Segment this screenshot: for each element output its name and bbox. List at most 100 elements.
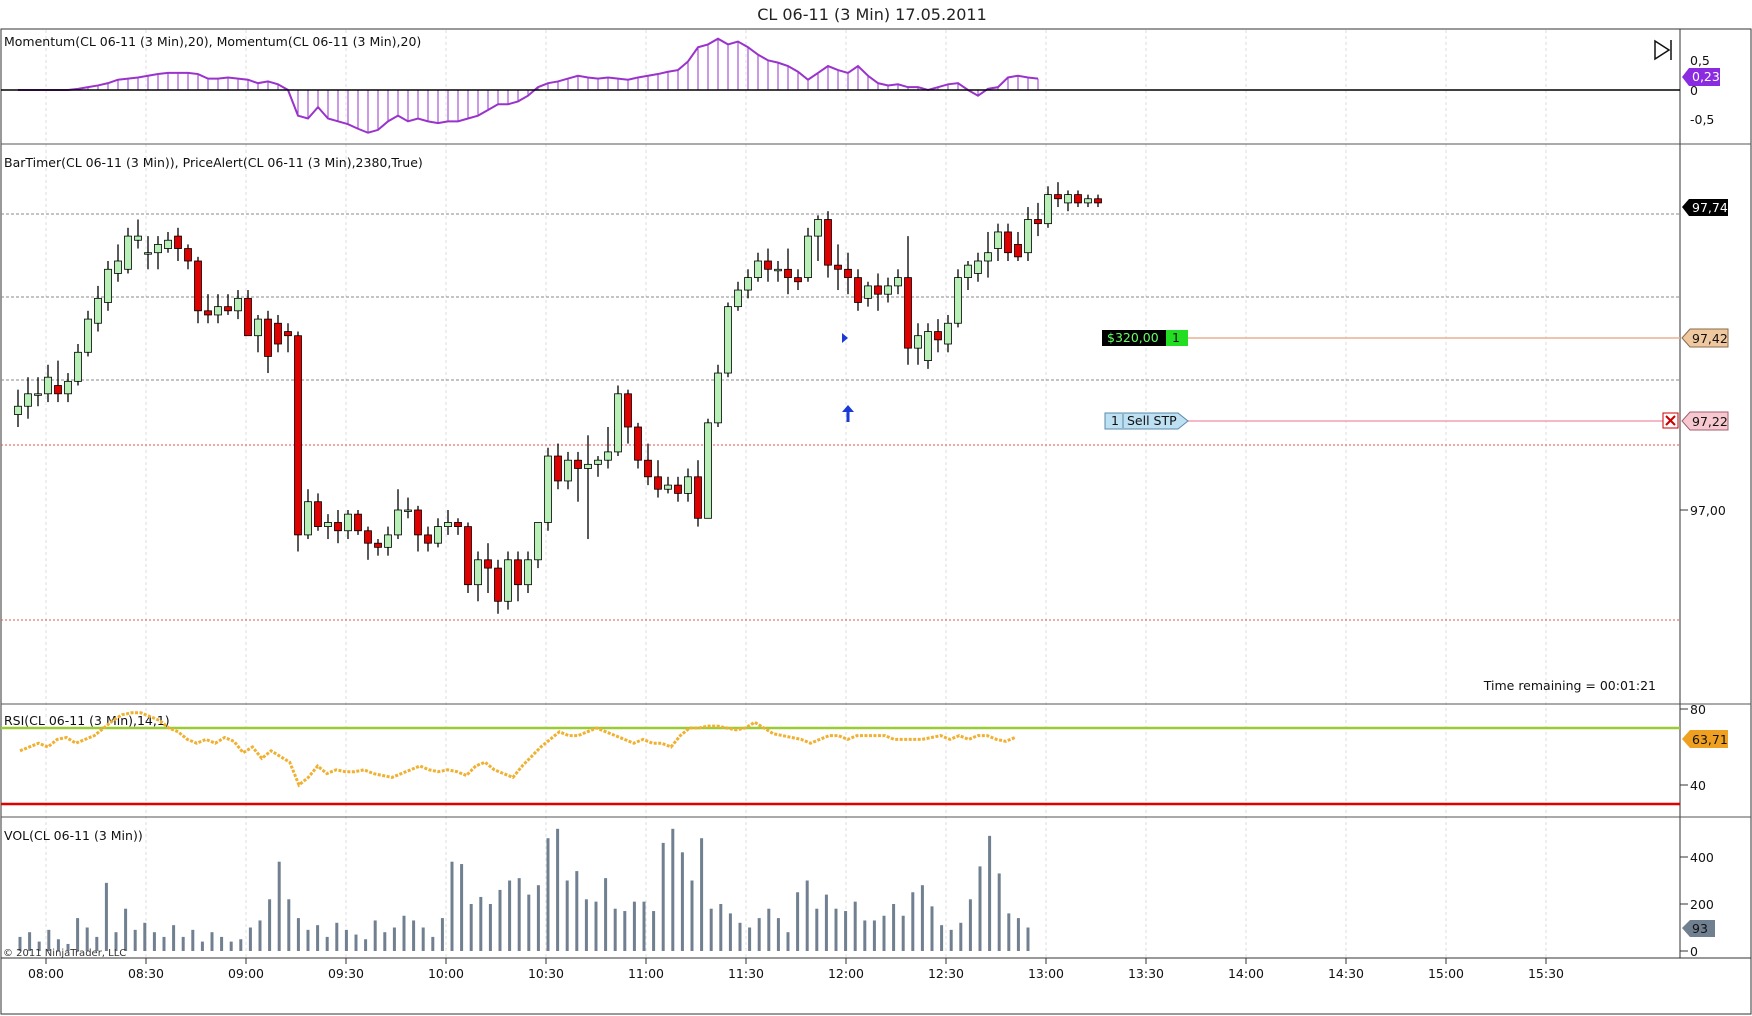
scroll-to-end-button[interactable] <box>1650 38 1676 62</box>
x-tick-label: 11:30 <box>728 966 764 981</box>
target-order-label[interactable]: $320,00 1 <box>1102 330 1188 346</box>
volume-bar <box>700 838 704 951</box>
candle <box>324 514 332 540</box>
volume-bar <box>152 932 156 951</box>
candle <box>14 389 22 427</box>
candle <box>954 269 962 328</box>
candle <box>434 518 442 548</box>
x-tick-label: 09:00 <box>228 966 264 981</box>
chart-title: CL 06-11 (3 Min) 17.05.2011 <box>757 5 987 24</box>
candle <box>174 227 182 261</box>
cancel-order-icon[interactable] <box>1662 412 1679 429</box>
candle <box>1024 207 1032 261</box>
x-tick-label: 15:30 <box>1528 966 1564 981</box>
volume-bar <box>229 941 233 951</box>
volume-bar <box>920 885 924 951</box>
svg-text:97,22: 97,22 <box>1692 414 1728 429</box>
candle <box>934 319 942 353</box>
candle <box>74 344 82 386</box>
volume-bar <box>671 828 675 951</box>
entry-marker-icon <box>842 333 848 343</box>
x-tick-label: 08:30 <box>128 966 164 981</box>
volume-bar <box>354 934 358 951</box>
candle <box>344 510 352 540</box>
candle <box>664 476 672 494</box>
rsi-tick-40: 40 <box>1690 778 1706 793</box>
x-tick-label: 13:00 <box>1028 966 1064 981</box>
volume-bar <box>738 922 742 951</box>
volume-bar <box>575 871 579 951</box>
candle <box>84 310 92 357</box>
volume-bar <box>853 901 857 951</box>
volume-bar <box>988 835 992 951</box>
volume-bar <box>181 936 185 951</box>
volume-bar <box>815 908 819 951</box>
volume-bar <box>652 911 656 951</box>
volume-value-tag: 93 <box>1682 920 1715 937</box>
volume-bar <box>431 936 435 951</box>
svg-text:93: 93 <box>1692 921 1708 936</box>
candle <box>894 269 902 295</box>
volume-bar <box>1007 913 1011 951</box>
momentum-panel-title: Momentum(CL 06-11 (3 Min),20), Momentum(… <box>4 34 421 49</box>
x-axis-ticks: 08:00 08:30 09:00 09:30 10:00 10:30 11:00 11:30… <box>28 958 1564 981</box>
stop-order-label[interactable]: 1 Sell STP <box>1104 412 1189 430</box>
volume-bar <box>796 892 800 951</box>
volume-tick-0: 0 <box>1690 944 1698 959</box>
volume-bar <box>565 880 569 951</box>
volume-bar <box>844 911 848 951</box>
candle <box>1004 223 1012 261</box>
volume-bar <box>191 929 195 951</box>
candle <box>824 211 832 278</box>
svg-text:1: 1 <box>1111 413 1119 428</box>
svg-text:Sell STP: Sell STP <box>1127 413 1177 428</box>
svg-text:1: 1 <box>1172 330 1180 345</box>
x-tick-label: 14:00 <box>1228 966 1264 981</box>
volume-bar <box>56 939 60 951</box>
candle <box>124 227 132 274</box>
candle <box>994 223 1002 261</box>
momentum-line <box>18 37 1039 134</box>
rsi-value-tag: 63,71 <box>1682 730 1728 748</box>
volume-bar <box>863 920 867 951</box>
candle <box>774 261 782 282</box>
candle <box>984 231 992 278</box>
svg-text:$320,00: $320,00 <box>1107 330 1159 345</box>
momentum-series <box>18 37 1039 134</box>
volume-panel-title: VOL(CL 06-11 (3 Min)) <box>4 828 143 843</box>
candle <box>1054 182 1062 208</box>
candle <box>54 360 62 403</box>
price-grid <box>1 213 1688 621</box>
candle <box>184 244 192 270</box>
volume-bar <box>776 918 780 951</box>
candle <box>594 456 602 477</box>
volume-tick-200: 200 <box>1690 897 1714 912</box>
candle <box>864 281 872 307</box>
candle <box>274 314 282 353</box>
x-tick-label: 11:00 <box>628 966 664 981</box>
svg-text:97,74: 97,74 <box>1692 200 1728 215</box>
volume-bar <box>997 873 1001 951</box>
volume-bar <box>402 915 406 951</box>
volume-bar <box>690 880 694 951</box>
volume-bar <box>959 922 963 951</box>
x-tick-label: 10:30 <box>528 966 564 981</box>
candle <box>564 451 572 490</box>
volume-bar <box>488 904 492 951</box>
buy-execution-arrow-icon <box>842 405 854 422</box>
candle <box>264 310 272 374</box>
volume-bar <box>162 936 166 951</box>
x-tick-label: 13:30 <box>1128 966 1164 981</box>
candle <box>704 418 712 519</box>
candle <box>224 294 232 315</box>
svg-text:97,42: 97,42 <box>1692 331 1728 346</box>
candle <box>244 290 252 337</box>
candle <box>634 422 642 469</box>
volume-bar <box>584 899 588 951</box>
volume-bar <box>258 920 262 951</box>
volume-bar <box>1016 918 1020 951</box>
candle <box>514 551 522 602</box>
candle <box>624 389 632 444</box>
volume-bar <box>373 920 377 951</box>
candle <box>754 252 762 282</box>
